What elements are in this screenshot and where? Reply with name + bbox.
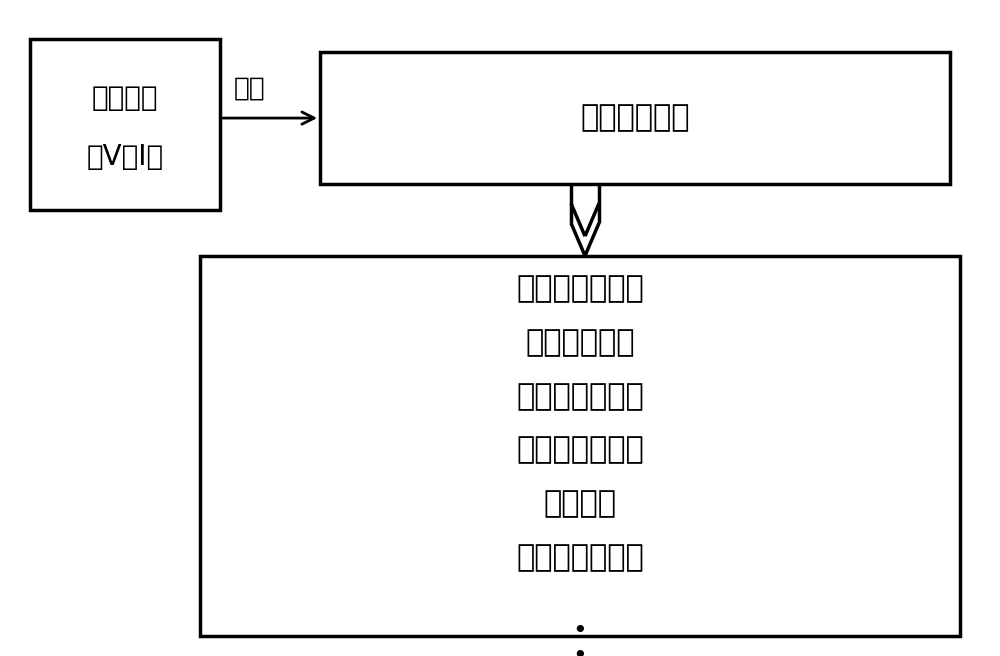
Text: 转子芯的热量源: 转子芯的热量源	[516, 382, 644, 411]
Text: 轴承部件的热量: 轴承部件的热量	[516, 436, 644, 464]
Text: （V，I）: （V，I）	[86, 144, 164, 171]
Bar	[30, 39, 220, 210]
Text: 摩擦热量: 摩擦热量	[544, 489, 617, 518]
Text: 输入功率: 输入功率	[92, 85, 158, 112]
Text: •: •	[573, 619, 587, 643]
Bar	[320, 52, 950, 184]
Bar	[200, 256, 960, 636]
Text: 定子线圈的热量: 定子线圈的热量	[516, 274, 644, 303]
Text: •: •	[573, 644, 587, 656]
Text: 定子芯的热量: 定子芯的热量	[525, 328, 635, 357]
Text: 磁体自身的热量: 磁体自身的热量	[516, 543, 644, 572]
Text: 热部件的温度: 热部件的温度	[580, 104, 690, 133]
Text: 效率: 效率	[234, 75, 266, 102]
